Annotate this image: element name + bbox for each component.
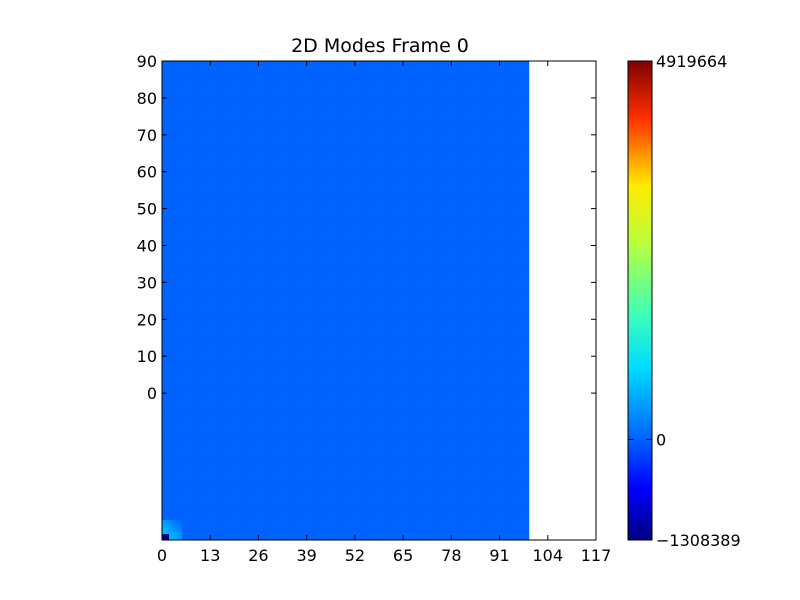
x-axis: 0 13 26 39 52 65 78 91 104 117 xyxy=(157,61,611,565)
x-tick-label: 104 xyxy=(533,546,564,565)
y-tick-label: 0 xyxy=(147,384,157,403)
x-tick-label: 65 xyxy=(393,546,413,565)
y-tick-label: 50 xyxy=(137,200,157,219)
y-tick-label: 20 xyxy=(137,310,157,329)
plot-area xyxy=(161,60,597,541)
x-tick-label: 26 xyxy=(248,546,268,565)
colorbar-gradient xyxy=(627,60,653,541)
x-tick-label: 117 xyxy=(581,546,612,565)
colorbar-ticks: 4919664 0 −1308389 xyxy=(628,52,741,550)
y-tick-label: 40 xyxy=(137,237,157,256)
x-tick-label: 91 xyxy=(489,546,509,565)
y-tick-label: 90 xyxy=(137,52,157,71)
chart-title: 2D Modes Frame 0 xyxy=(291,35,469,57)
y-tick-label: 10 xyxy=(137,347,157,366)
x-tick-label: 39 xyxy=(296,546,316,565)
colorbar-tick-label: −1308389 xyxy=(656,531,741,550)
colorbar-tick-label: 4919664 xyxy=(656,52,727,71)
heatmap-field xyxy=(162,61,530,540)
y-tick-label: 30 xyxy=(137,273,157,292)
heatmap-corner-dot xyxy=(162,534,169,540)
y-axis: 90 80 70 60 50 40 30 20 10 0 xyxy=(137,52,596,403)
x-tick-label: 13 xyxy=(200,546,220,565)
x-tick-label: 78 xyxy=(441,546,461,565)
axes-frame xyxy=(161,60,597,541)
y-tick-label: 70 xyxy=(137,126,157,145)
y-tick-label: 80 xyxy=(137,89,157,108)
colorbar-tick-label: 0 xyxy=(656,430,666,449)
y-tick-label: 60 xyxy=(137,163,157,182)
x-tick-label: 0 xyxy=(157,546,167,565)
x-tick-label: 52 xyxy=(345,546,365,565)
colorbar: 4919664 0 −1308389 xyxy=(627,52,741,550)
